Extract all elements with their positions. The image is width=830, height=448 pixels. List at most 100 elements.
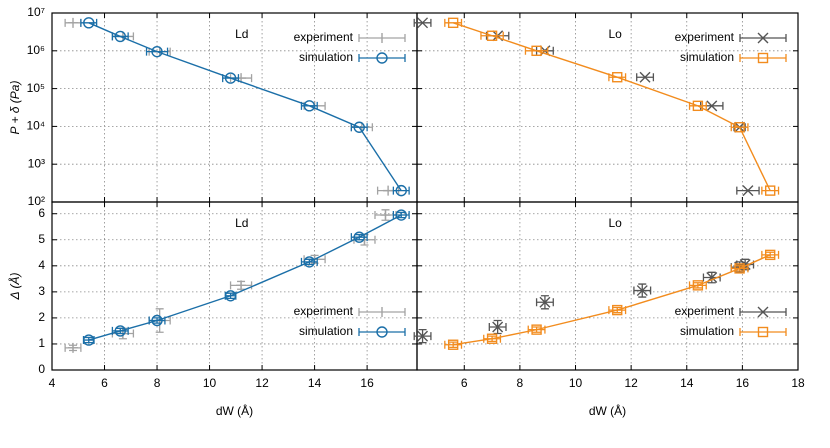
legend-marker [757, 52, 769, 64]
legend-label: experiment [675, 304, 735, 318]
marker [68, 342, 79, 353]
legend-marker [757, 306, 769, 318]
plot-frame [416, 12, 799, 203]
legend-marker [757, 326, 769, 338]
y-tick-label: 10⁵ [27, 81, 45, 95]
panel-label: Lo [608, 27, 622, 41]
marker [353, 121, 365, 133]
y-tick-label: 2 [38, 310, 45, 324]
marker [612, 304, 623, 316]
legend-marker [376, 326, 388, 338]
y-error-bar [449, 341, 458, 348]
y-error-bar [766, 251, 775, 259]
x-tick-label: 14 [680, 376, 694, 390]
marker [224, 290, 237, 302]
legend-line [358, 328, 406, 336]
y-tick-label: 10⁴ [26, 119, 45, 133]
x-tick-label: 16 [736, 376, 750, 390]
legend-label: simulation [680, 50, 734, 64]
marker [83, 334, 95, 346]
x-error-bar [444, 18, 463, 27]
y-error-bar [355, 233, 364, 241]
x-tick-label: 8 [154, 376, 161, 390]
marker [151, 45, 163, 58]
y-tick-label: 10⁷ [27, 5, 45, 19]
y-axis-label: Δ (Å) [7, 273, 22, 301]
marker [395, 209, 407, 221]
marker [539, 296, 551, 308]
x-tick-label: 6 [101, 376, 108, 390]
marker [383, 185, 394, 196]
legend-label: simulation [680, 324, 734, 338]
x-tick-label: 16 [360, 376, 374, 390]
y-tick-label: 10² [28, 194, 45, 208]
marker [68, 17, 79, 28]
y-tick-label: 10⁶ [27, 43, 45, 57]
plot-frame [416, 201, 799, 371]
y-error-bar [116, 327, 125, 335]
legend-label: simulation [299, 324, 353, 338]
marker [395, 184, 407, 197]
marker [447, 339, 459, 350]
marker [447, 17, 459, 29]
marker [692, 280, 704, 291]
plot-frame [51, 12, 418, 203]
marker [417, 17, 429, 29]
marker [612, 72, 623, 83]
marker [636, 285, 648, 297]
x-tick-label: 18 [791, 376, 805, 390]
y-error-bar [693, 282, 702, 289]
marker [486, 30, 498, 41]
marker [706, 100, 718, 112]
x-tick-label: 10 [569, 376, 583, 390]
x-error-bar [608, 73, 627, 82]
x-tick-label: 12 [624, 376, 638, 390]
x-axis-label: dW (Å) [589, 403, 626, 418]
panel-label: Ld [235, 216, 248, 230]
marker [83, 17, 95, 29]
y-tick-label: 10³ [28, 156, 45, 170]
x-error-bar [730, 123, 749, 132]
y-tick-label: 3 [38, 284, 45, 298]
series-line [88, 22, 402, 192]
y-axis-label: P + δ (Pa) [8, 81, 22, 135]
marker [151, 314, 163, 327]
marker [742, 185, 754, 197]
marker [224, 72, 237, 84]
x-error-bar [480, 31, 504, 40]
marker [531, 45, 542, 56]
series-line [88, 214, 402, 341]
marker [303, 256, 316, 268]
y-error-bar [735, 265, 744, 272]
legend-label: experiment [675, 30, 735, 44]
y-tick-label: 4 [38, 258, 45, 272]
marker [380, 210, 391, 221]
marker [114, 325, 126, 337]
marker [734, 122, 745, 133]
legend-marker [757, 32, 769, 44]
marker [639, 71, 651, 83]
marker [417, 330, 429, 342]
y-tick-label: 0 [38, 362, 45, 376]
x-error-bar [524, 46, 549, 55]
y-tick-label: 6 [38, 206, 45, 220]
y-tick-label: 5 [38, 232, 45, 246]
marker [734, 263, 745, 274]
marker [236, 280, 247, 291]
marker [692, 100, 704, 112]
y-error-bar [397, 211, 406, 219]
legend-label: simulation [299, 50, 353, 64]
y-error-bar [488, 335, 497, 342]
y-error-bar [613, 306, 622, 314]
y-error-bar [226, 292, 235, 300]
legend-label: experiment [294, 30, 354, 44]
y-tick-label: 1 [38, 336, 45, 350]
x-tick-label: 6 [461, 376, 468, 390]
panel-label: Lo [608, 216, 622, 230]
marker [303, 100, 316, 112]
x-error-bar [145, 47, 169, 56]
legend-label: experiment [294, 304, 354, 318]
x-axis-label: dW (Å) [216, 403, 253, 418]
x-tick-label: 4 [49, 376, 56, 390]
